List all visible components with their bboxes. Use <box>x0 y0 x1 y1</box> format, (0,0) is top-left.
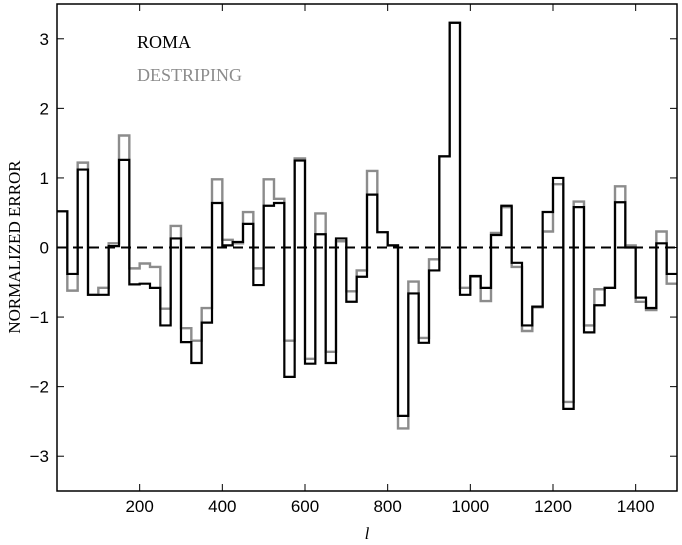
x-tick-label: 600 <box>291 497 319 516</box>
legend-entry-destriping: DESTRIPING <box>137 65 242 85</box>
legend-entry-roma: ROMA <box>137 32 191 52</box>
x-tick-label: 200 <box>125 497 153 516</box>
series-line-roma <box>57 21 677 417</box>
y-axis-label: NORMALIZED ERROR <box>5 160 24 334</box>
series-layer <box>57 21 677 430</box>
y-tick-label: −2 <box>30 378 49 397</box>
y-tick-label: 1 <box>40 169 49 188</box>
axis-layer: 200 400 600 800 1000 1200 1400 −3 −2 −1 0 1 2 3 <box>30 4 677 516</box>
y-tick-label: −1 <box>30 308 49 327</box>
x-tick-label: 400 <box>208 497 236 516</box>
y-tick-label: 0 <box>40 239 49 258</box>
x-tick-label: 1200 <box>534 497 572 516</box>
x-tick-label: 1400 <box>617 497 655 516</box>
x-axis-label: l <box>365 524 370 543</box>
y-tick-label: 3 <box>40 30 49 49</box>
x-tick-label: 1000 <box>451 497 489 516</box>
y-tick-label: −3 <box>30 447 49 466</box>
y-tick-label: 2 <box>40 99 49 118</box>
x-tick-label: 800 <box>373 497 401 516</box>
